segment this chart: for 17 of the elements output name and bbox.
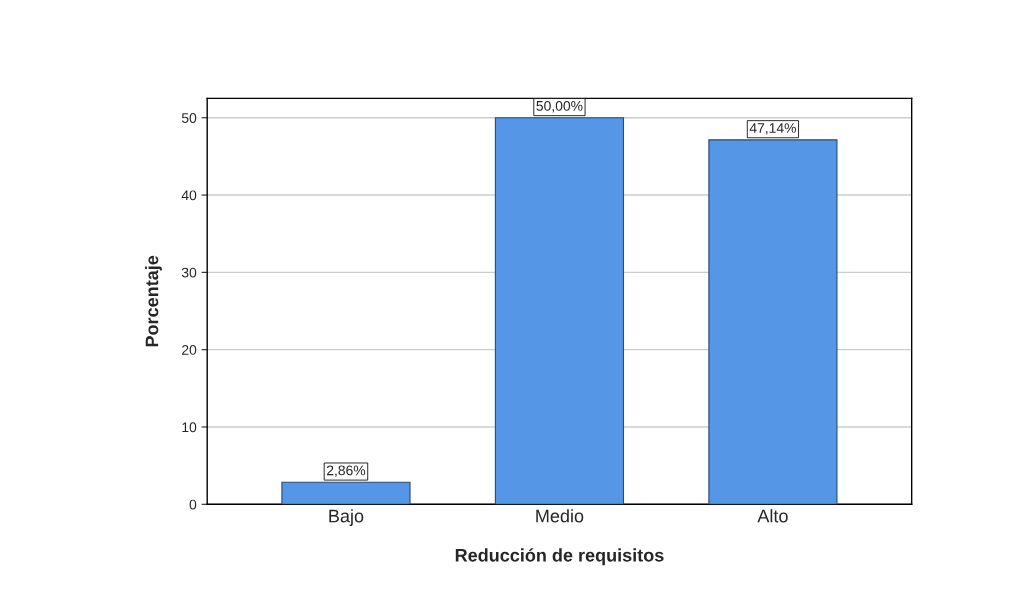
y-axis-title: Porcentaje [145, 255, 162, 347]
bar [494, 117, 625, 505]
y-tick-label: 40 [181, 190, 197, 201]
data-label: 47,14% [749, 123, 796, 135]
y-tick-label: 20 [182, 345, 197, 355]
bar [281, 481, 411, 505]
x-tick-label: Bajo [329, 509, 364, 526]
y-tick-label: 50 [181, 113, 197, 123]
x-tick-label: Alto [757, 509, 788, 523]
bar [708, 139, 838, 505]
x-tick-label: Medio [536, 509, 584, 523]
y-tick-label: 30 [181, 267, 197, 278]
y-tick-label: 0 [189, 499, 197, 510]
data-label: 50,00% [536, 100, 583, 113]
data-label: 2,86% [326, 465, 366, 477]
y-tick-label: 10 [182, 422, 197, 433]
x-axis-title: Reducción de requisitos [455, 548, 664, 566]
